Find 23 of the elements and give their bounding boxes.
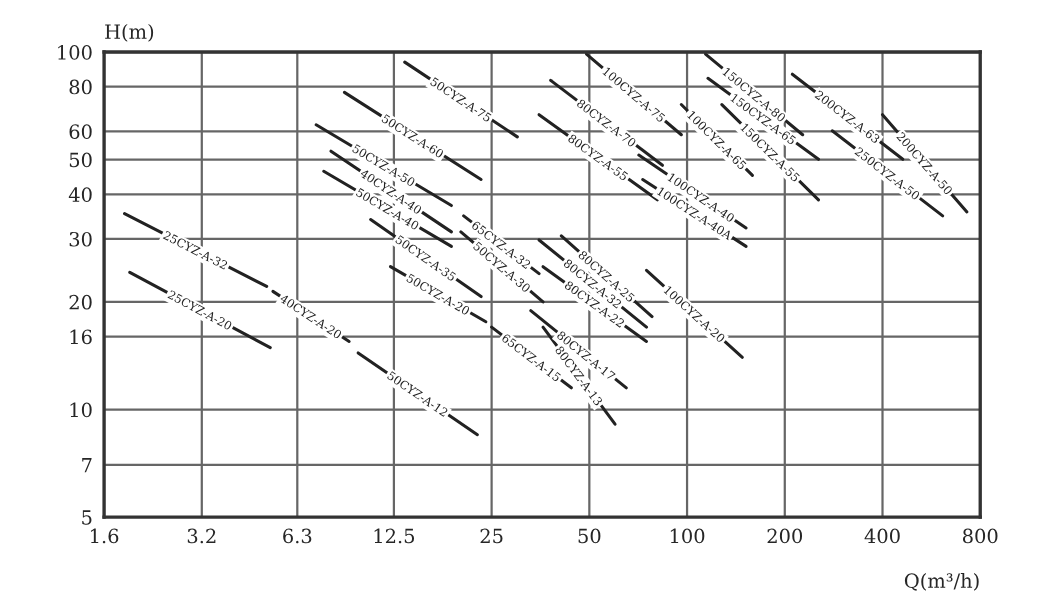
x-tick-label: 3.2 bbox=[187, 528, 216, 544]
y-tick-label: 10 bbox=[70, 402, 92, 418]
x-tick-label: 800 bbox=[962, 528, 998, 544]
x-tick-label: 1.6 bbox=[90, 528, 119, 544]
y-tick-label: 7 bbox=[82, 458, 92, 473]
y-tick-label: 100 bbox=[58, 44, 92, 60]
x-tick-label: 12.5 bbox=[374, 528, 415, 544]
y-axis-title: H(m) bbox=[105, 23, 154, 42]
y-tick-label: 5 bbox=[82, 510, 92, 525]
y-tick-label: 40 bbox=[68, 187, 92, 202]
x-tick-label: 400 bbox=[864, 528, 900, 544]
x-tick-label: 50 bbox=[578, 528, 601, 544]
y-tick-label: 60 bbox=[69, 124, 92, 139]
x-tick-label: 25 bbox=[480, 528, 503, 544]
y-tick-label: 80 bbox=[69, 79, 92, 95]
x-tick-label: 200 bbox=[767, 528, 803, 544]
x-tick-label: 100 bbox=[670, 528, 705, 544]
x-axis-title: Q(m³/h) bbox=[904, 572, 979, 591]
y-tick-label: 20 bbox=[69, 294, 92, 310]
y-tick-label: 50 bbox=[69, 152, 92, 168]
y-tick-label: 30 bbox=[69, 231, 92, 247]
y-tick-label: 16 bbox=[70, 329, 92, 345]
x-tick-label: 6.3 bbox=[283, 528, 312, 544]
